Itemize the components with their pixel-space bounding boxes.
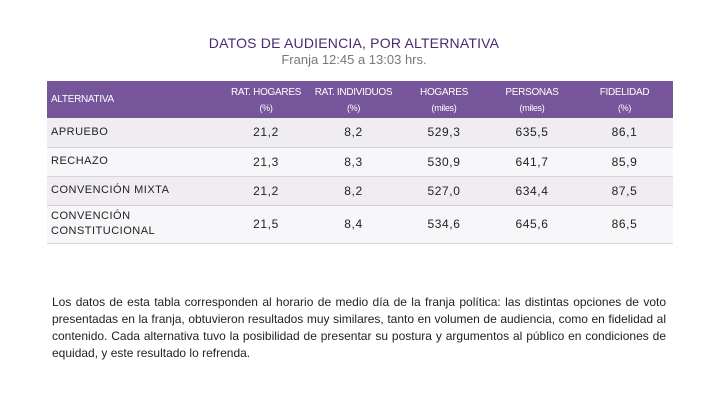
cell-alternativa: APRUEBO	[47, 118, 225, 148]
cell-rat-hogares: 21,5	[225, 205, 307, 244]
header-rat-hogares: RAT. HOGARES (%)	[225, 81, 307, 118]
header-label: FIDELIDAD	[599, 86, 650, 98]
header-label: RAT. INDIVIDUOS	[314, 86, 393, 98]
cell-personas: 634,4	[488, 176, 576, 206]
header-unit: (miles)	[519, 102, 545, 113]
cell-hogares: 530,9	[400, 147, 488, 177]
header-rat-individuos: RAT. INDIVIDUOS (%)	[307, 81, 400, 118]
cell-rat-hogares: 21,3	[225, 147, 307, 177]
table-row: CONVENCIÓN MIXTA 21,2 8,2 527,0 634,4 87…	[47, 176, 673, 206]
header-unit: (%)	[259, 102, 273, 113]
header-unit: (%)	[346, 102, 361, 113]
cell-alternativa: CONVENCIÓN MIXTA	[47, 176, 225, 206]
cell-fidelidad: 86,1	[576, 118, 673, 148]
cell-personas: 645,6	[488, 205, 576, 244]
header-fidelidad: FIDELIDAD (%)	[576, 81, 673, 118]
cell-hogares: 527,0	[400, 176, 488, 206]
cell-fidelidad: 86,5	[576, 205, 673, 244]
cell-alternativa: RECHAZO	[47, 147, 225, 177]
cell-hogares: 534,6	[400, 205, 488, 244]
cell-rat-individuos: 8,4	[307, 205, 400, 244]
cell-alternativa: CONVENCIÓN CONSTITUCIONAL	[47, 205, 225, 244]
header-alternativa: ALTERNATIVA	[47, 81, 225, 118]
header-personas: PERSONAS (miles)	[488, 81, 576, 118]
explanatory-note: Los datos de esta tabla corresponden al …	[52, 295, 666, 360]
header-hogares: HOGARES (miles)	[400, 81, 488, 118]
cell-hogares: 529,3	[400, 118, 488, 148]
header-label: PERSONAS	[505, 86, 559, 98]
page-subtitle: Franja 12:45 a 13:03 hrs.	[281, 52, 427, 67]
page-title: DATOS DE AUDIENCIA, POR ALTERNATIVA	[208, 35, 500, 51]
cell-fidelidad: 87,5	[576, 176, 673, 206]
cell-rat-hogares: 21,2	[225, 118, 307, 148]
cell-personas: 641,7	[488, 147, 576, 177]
table-header-row: ALTERNATIVA RAT. HOGARES (%) RAT. INDIVID…	[47, 81, 673, 118]
header-unit: (miles)	[431, 102, 457, 113]
cell-rat-individuos: 8,3	[307, 147, 400, 177]
cell-fidelidad: 85,9	[576, 147, 673, 177]
table-row: APRUEBO 21,2 8,2 529,3 635,5 86,1	[47, 118, 673, 148]
cell-personas: 635,5	[488, 118, 576, 148]
table-row: CONVENCIÓN CONSTITUCIONAL 21,5 8,4 534,6…	[47, 205, 673, 244]
header-unit: (%)	[617, 102, 632, 113]
audience-table: ALTERNATIVA RAT. HOGARES (%) RAT. INDIVID…	[47, 81, 673, 244]
header-label: RAT. HOGARES	[230, 86, 302, 98]
header-label: HOGARES	[420, 86, 468, 98]
cell-rat-individuos: 8,2	[307, 176, 400, 206]
header-label: ALTERNATIVA	[51, 94, 114, 105]
cell-rat-hogares: 21,2	[225, 176, 307, 206]
table-row: RECHAZO 21,3 8,3 530,9 641,7 85,9	[47, 147, 673, 177]
cell-rat-individuos: 8,2	[307, 118, 400, 148]
